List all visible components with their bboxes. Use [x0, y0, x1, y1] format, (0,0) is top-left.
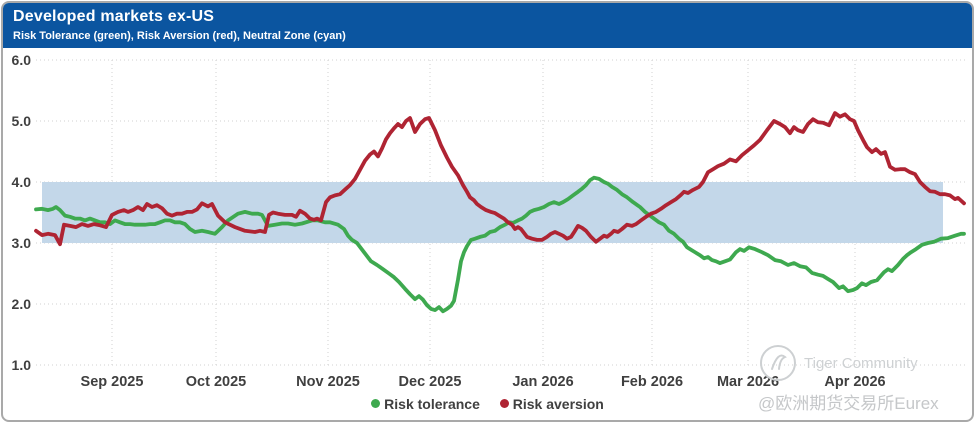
x-axis-label: Feb 2026	[621, 374, 683, 390]
x-axis-label: Jan 2026	[512, 374, 573, 390]
x-axis-label: Apr 2026	[824, 374, 885, 390]
legend-label-risk-aversion: Risk aversion	[512, 396, 604, 412]
x-axis-label: Nov 2025	[296, 374, 360, 390]
chart-header: Developed markets ex-US Risk Tolerance (…	[3, 3, 972, 48]
risk-aversion-line	[34, 111, 966, 247]
y-axis-label: 4.0	[12, 174, 32, 190]
y-axis-label: 3.0	[12, 235, 32, 251]
legend-item-risk-aversion: Risk aversion	[499, 396, 604, 412]
y-axis-label: 2.0	[12, 296, 32, 312]
y-axis-labels: 6.0 5.0 4.0 3.0 2.0 1.0	[12, 52, 32, 373]
legend-label-risk-tolerance: Risk tolerance	[384, 396, 480, 412]
chart-title: Developed markets ex-US	[13, 8, 215, 25]
risk-aversion-dot-icon	[499, 399, 509, 408]
x-axis-label: Sep 2025	[81, 374, 144, 390]
y-axis-label: 5.0	[12, 113, 32, 129]
chart-legend: Risk tolerance Risk aversion	[3, 396, 972, 412]
plot-area: 6.0 5.0 4.0 3.0 2.0 1.0 Sep 2025 Oct 2025 Nov 20…	[3, 48, 972, 420]
x-axis-label: Oct 2025	[186, 374, 246, 390]
y-axis-label: 6.0	[12, 52, 32, 68]
chart-subtitle: Risk Tolerance (green), Risk Aversion (r…	[13, 30, 346, 42]
x-axis-label: Dec 2025	[399, 374, 462, 390]
x-axis-labels: Sep 2025 Oct 2025 Nov 2025 Dec 2025 Jan 2026…	[81, 374, 886, 390]
legend-item-risk-tolerance: Risk tolerance	[371, 396, 480, 412]
chart-svg: 6.0 5.0 4.0 3.0 2.0 1.0 Sep 2025 Oct 2025 Nov 20…	[12, 52, 966, 390]
risk-tolerance-dot-icon	[371, 399, 381, 408]
x-axis-label: Mar 2026	[717, 374, 779, 390]
y-axis-label: 1.0	[12, 357, 32, 373]
